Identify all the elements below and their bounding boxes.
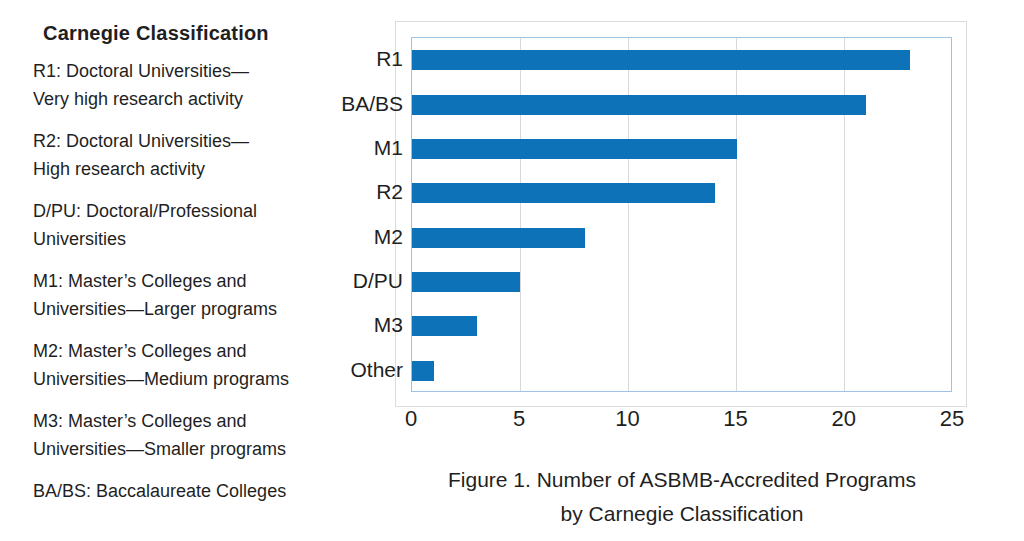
legend-entry-m3: M3: Master’s Colleges and Universities—S… [28,407,328,463]
bar-r1 [412,50,910,70]
bar-r2 [412,183,715,203]
bar-other [412,361,434,381]
legend-entry-line: High research activity [33,155,328,183]
legend-entry-m1: M1: Master’s Colleges and Universities—L… [28,267,328,323]
x-tick-label: 0 [389,406,433,432]
legend-entry-line: R2: Doctoral Universities— [33,127,328,155]
legend-entry-line: BA/BS: Baccalaureate Colleges [33,477,328,505]
legend-entry-line: Very high research activity [33,85,328,113]
legend-entry-line: Universities—Smaller programs [33,435,328,463]
caption-line-1: Figure 1. Number of ASBMB-Accredited Pro… [402,463,962,497]
legend-title: Carnegie Classification [28,22,328,45]
category-label: Other [320,348,403,392]
legend-entry-m2: M2: Master’s Colleges and Universities—M… [28,337,328,393]
bar-ba-bs [412,95,866,115]
figure-caption: Figure 1. Number of ASBMB-Accredited Pro… [402,463,962,531]
caption-line-2: by Carnegie Classification [402,497,962,531]
figure-canvas: Carnegie Classification R1: Doctoral Uni… [0,0,1024,541]
gridline [628,38,629,391]
legend-entry-r2: R2: Doctoral Universities— High research… [28,127,328,183]
bar-m3 [412,316,477,336]
category-label: M3 [320,303,403,347]
bar-d-pu [412,272,520,292]
category-label: BA/BS [320,81,403,125]
category-label: R2 [320,170,403,214]
category-label: D/PU [320,259,403,303]
gridline [520,38,521,391]
x-tick-label: 5 [497,406,541,432]
legend-entry-dpu: D/PU: Doctoral/Professional Universities [28,197,328,253]
legend-entry-babs: BA/BS: Baccalaureate Colleges [28,477,328,505]
x-tick-label: 20 [822,406,866,432]
category-label: M2 [320,215,403,259]
x-tick-label: 25 [930,406,974,432]
category-label: R1 [320,37,403,81]
legend-entry-line: Universities—Medium programs [33,365,328,393]
category-axis-labels: R1BA/BSM1R2M2D/PUM3Other [320,37,403,392]
legend-entry-line: M1: Master’s Colleges and [33,267,328,295]
legend-entry-line: M3: Master’s Colleges and [33,407,328,435]
carnegie-legend: Carnegie Classification R1: Doctoral Uni… [28,22,328,519]
bar-m1 [412,139,737,159]
legend-entry-line: M2: Master’s Colleges and [33,337,328,365]
legend-entry-line: Universities—Larger programs [33,295,328,323]
plot-area [411,37,952,392]
legend-entry-line: R1: Doctoral Universities— [33,57,328,85]
legend-entry-line: D/PU: Doctoral/Professional [33,197,328,225]
legend-entry-line: Universities [33,225,328,253]
gridline [844,38,845,391]
x-tick-label: 15 [714,406,758,432]
bar-m2 [412,228,585,248]
x-tick-label: 10 [605,406,649,432]
legend-entry-r1: R1: Doctoral Universities— Very high res… [28,57,328,113]
gridline [736,38,737,391]
category-label: M1 [320,126,403,170]
